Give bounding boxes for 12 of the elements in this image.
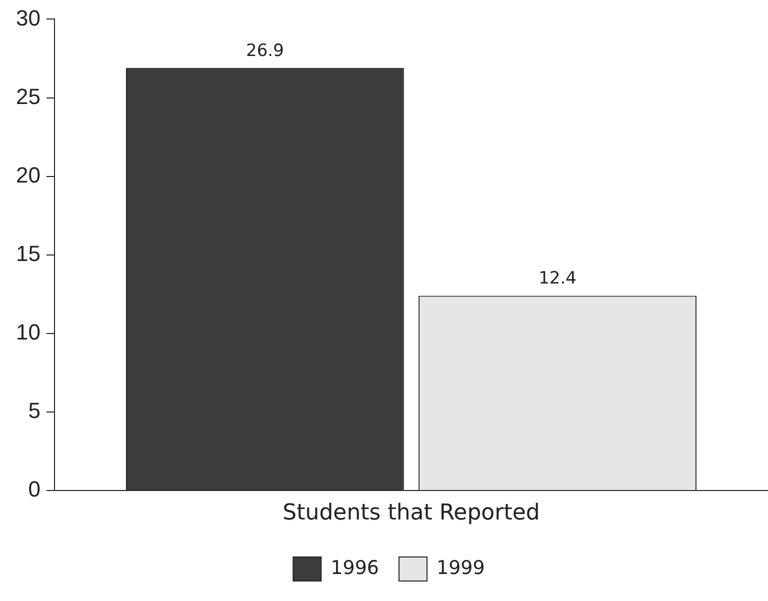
y-tick-label: 15 [16,240,40,266]
y-tick-label: 30 [16,5,40,30]
legend-label: 1999 [436,556,485,579]
data-label: 26.9 [246,40,284,61]
y-tick-label: 10 [16,320,40,345]
y-tick-label: 25 [16,84,40,109]
legend-label: 1996 [330,556,380,579]
data-label: 12.4 [538,268,576,289]
y-tick-label: 5 [28,398,40,424]
y-tick-label: 0 [28,476,40,502]
x-tick-label: Students that Reported [282,500,540,526]
y-tick-label: 20 [16,162,40,188]
